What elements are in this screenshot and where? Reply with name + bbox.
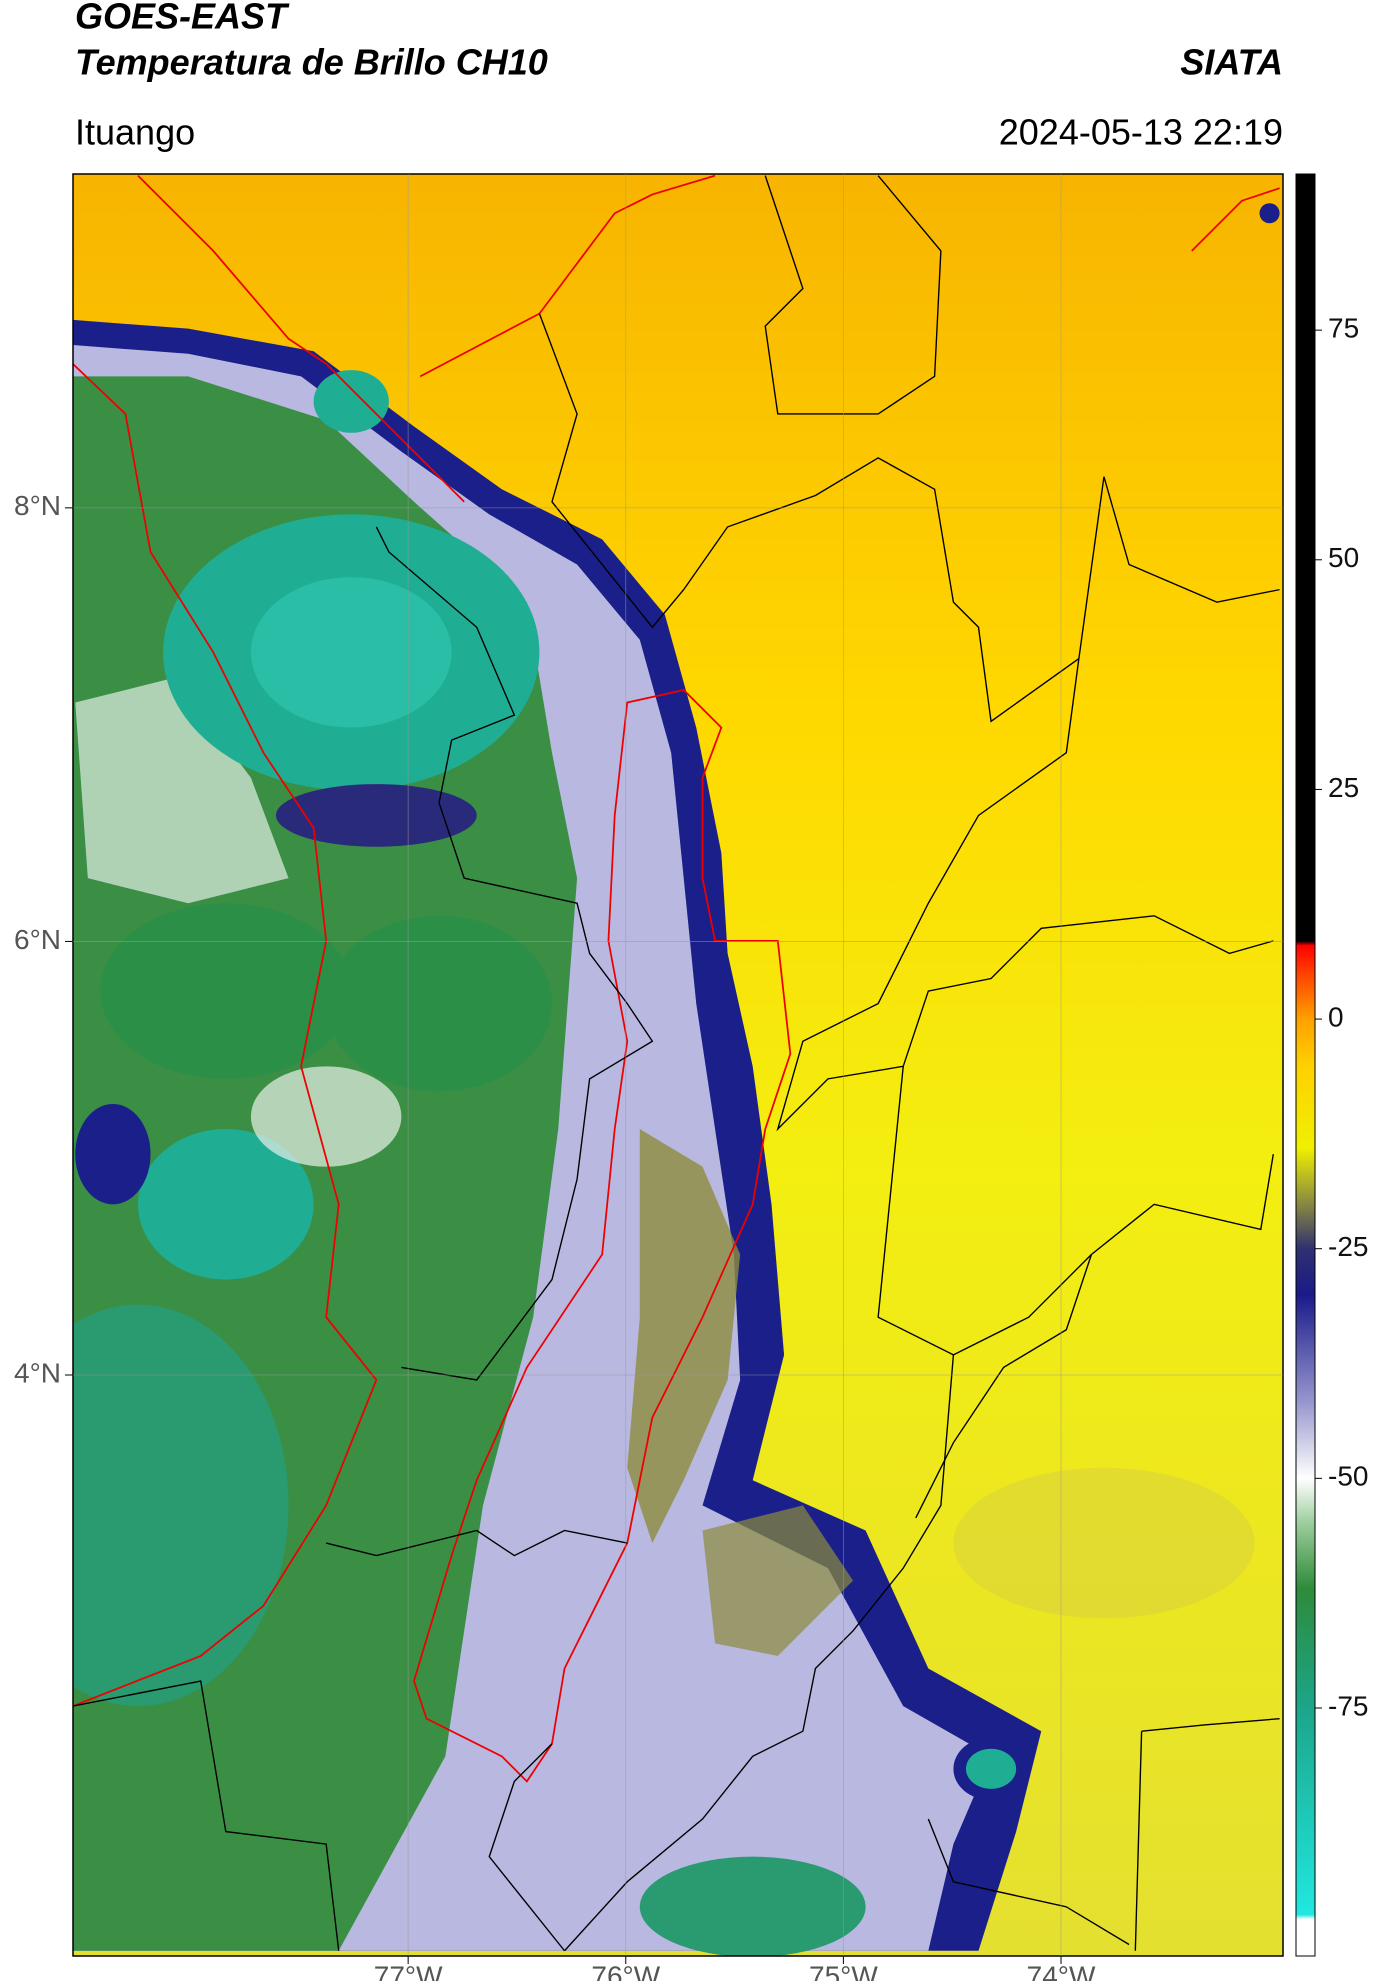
x-tick-label: 74°W <box>1027 1960 1096 1981</box>
colorbar-tick-label: 25 <box>1328 772 1359 803</box>
subtitle: Temperatura de Brillo CH10 <box>75 42 548 83</box>
colorbar <box>1295 173 1316 1957</box>
x-tick-label: 77°W <box>374 1960 443 1981</box>
map-frame <box>72 173 1284 1957</box>
x-tick-label: 76°W <box>591 1960 660 1981</box>
colorbar-tick-label: -75 <box>1328 1690 1368 1721</box>
y-tick-label: 4°N <box>14 1357 61 1388</box>
colorbar-tick-label: 0 <box>1328 1001 1344 1032</box>
colorbar-tick-label: -25 <box>1328 1231 1368 1262</box>
colorbar-tick-label: 75 <box>1328 313 1359 344</box>
satellite-image <box>73 174 1283 1956</box>
colorbar-tick-label: 50 <box>1328 542 1359 573</box>
title: GOES-EAST <box>75 0 290 37</box>
datetime: 2024-05-13 22:19 <box>999 112 1283 153</box>
x-tick-label: 75°W <box>809 1960 878 1981</box>
region: Ituango <box>75 112 195 153</box>
y-tick-label: 8°N <box>14 490 61 521</box>
source: SIATA <box>1180 42 1283 83</box>
y-tick-label: 6°N <box>14 924 61 955</box>
colorbar-tick-label: -50 <box>1328 1461 1368 1492</box>
